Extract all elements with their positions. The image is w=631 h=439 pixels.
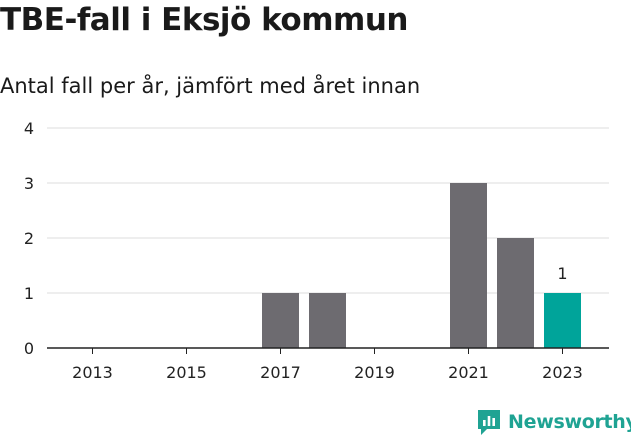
x-tick-label: 2017: [260, 363, 301, 382]
x-axis-ticks: 2013 2015 2017 2019 2021 2023: [72, 348, 583, 382]
x-tick-label: 2013: [72, 363, 113, 382]
bar-2023: [544, 293, 581, 348]
x-tick-label: 2019: [354, 363, 395, 382]
chart-title: TBE-fall i Eksjö kommun: [0, 2, 408, 38]
brand-name: Newsworthy: [508, 411, 631, 433]
newsworthy-logo-icon: [478, 410, 500, 435]
bar-2017: [262, 293, 299, 348]
y-tick-label: 3: [24, 174, 34, 193]
chart-subtitle: Antal fall per år, jämfört med året inna…: [0, 74, 421, 98]
y-tick-label: 1: [24, 284, 34, 303]
x-tick-label: 2021: [448, 363, 489, 382]
y-tick-label: 4: [24, 119, 34, 138]
y-tick-label: 0: [24, 339, 34, 358]
bar-2022: [497, 238, 534, 348]
x-tick-label: 2023: [542, 363, 583, 382]
bar-2018: [309, 293, 346, 348]
bar-chart: 0 1 2 3 4 1 2013 2015 2017 2019 2021 2023: [24, 119, 609, 382]
y-tick-label: 2: [24, 229, 34, 248]
bar-2021: [450, 183, 487, 348]
brand-logo: Newsworthy: [476, 406, 631, 438]
y-axis-ticks: 0 1 2 3 4: [24, 119, 34, 358]
bars: 1: [262, 183, 581, 348]
data-label: 1: [557, 264, 567, 283]
x-tick-label: 2015: [166, 363, 207, 382]
